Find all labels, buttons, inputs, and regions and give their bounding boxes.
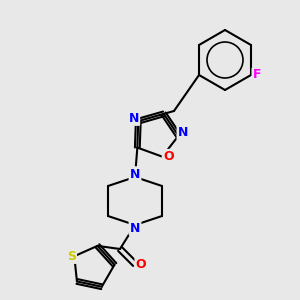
Text: N: N (130, 167, 140, 181)
Text: N: N (129, 112, 139, 124)
Text: O: O (136, 257, 146, 271)
Text: O: O (163, 150, 173, 163)
Text: S: S (67, 250, 76, 263)
Text: F: F (253, 68, 261, 82)
Text: N: N (130, 221, 140, 235)
Text: N: N (178, 126, 188, 139)
